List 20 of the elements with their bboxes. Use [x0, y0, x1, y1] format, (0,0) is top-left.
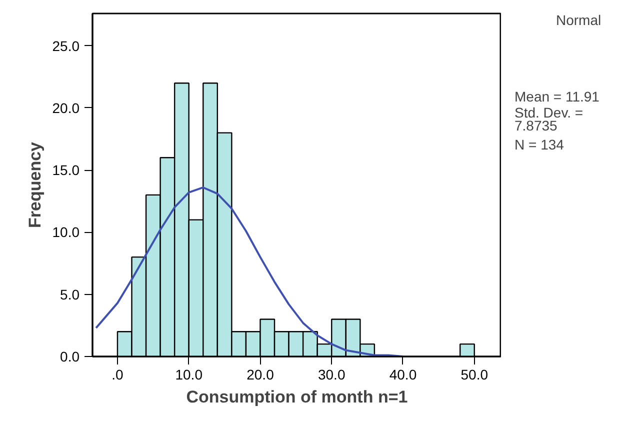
x-tick-label: 30.0: [318, 366, 346, 382]
y-tick-label: 10.0: [52, 224, 80, 240]
y-tick-label: 5.0: [60, 286, 80, 302]
x-tick-label: 50.0: [460, 366, 488, 382]
line-series: [95, 186, 404, 356]
y-axis-title: Frequency: [25, 141, 44, 228]
y-tick-label: 20.0: [52, 100, 80, 116]
text: Mean = 11.91: [514, 88, 600, 104]
y-tick-label: 0.0: [60, 348, 80, 364]
x-tick-label: 10.0: [175, 366, 203, 382]
text: Normal: [556, 12, 602, 28]
y-tick-label: 25.0: [52, 38, 80, 54]
x-tick-label: 40.0: [389, 366, 417, 382]
x-tick-label: .0: [112, 366, 124, 382]
text: Std. Dev. =: [514, 104, 584, 120]
x-axis-title: Consumption of month n=1: [186, 388, 408, 406]
text: N = 134: [514, 136, 564, 152]
x-tick-label: 20.0: [246, 366, 274, 382]
text: 7.8735: [514, 118, 558, 134]
y-tick-label: 15.0: [52, 162, 80, 178]
